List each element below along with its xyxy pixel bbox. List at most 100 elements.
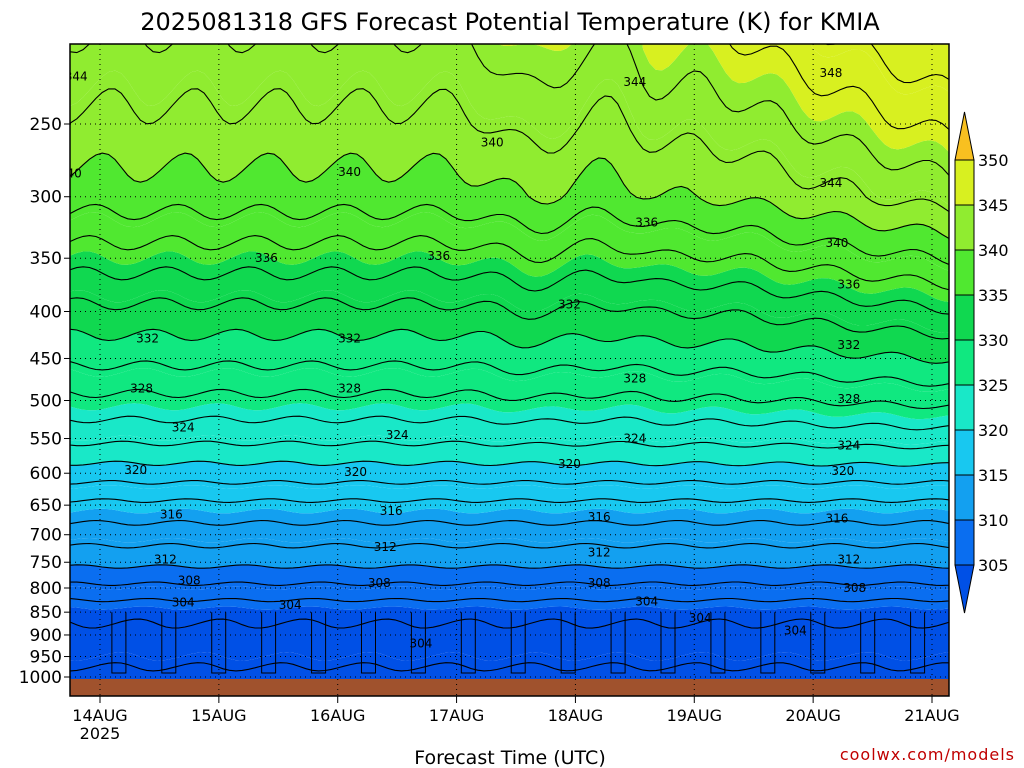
y-tick-label: 800 xyxy=(30,579,62,599)
contour-label: 340 xyxy=(338,165,361,179)
contour-line xyxy=(410,612,426,674)
ground-strip xyxy=(70,679,949,696)
x-tick-label: 17AUG xyxy=(429,706,484,725)
y-axis-ticks: 250 300 350 400 450 500 550 600 650 700 750 800 850 9… xyxy=(19,115,70,688)
y-tick-label: 650 xyxy=(30,496,62,516)
colorbar-swatch xyxy=(954,159,975,206)
credit-link[interactable]: coolwx.com/models xyxy=(840,745,1015,764)
contour-label: 340 xyxy=(825,236,848,250)
temperature-band xyxy=(497,44,949,153)
temperature-band xyxy=(70,153,949,271)
contour-label: 308 xyxy=(178,573,201,587)
temperature-band xyxy=(70,435,949,467)
colorbar-extend-min xyxy=(954,564,975,614)
y-tick-label: 250 xyxy=(30,115,62,135)
colorbar-label: 345 xyxy=(978,196,1009,215)
contour-line xyxy=(810,612,826,674)
contour-label: 304 xyxy=(409,637,432,651)
contour-label: 328 xyxy=(837,392,860,406)
contour-line xyxy=(70,203,949,265)
contour-line xyxy=(70,460,949,467)
contour-line xyxy=(70,415,949,431)
contour-line xyxy=(70,235,949,291)
contour-label: 316 xyxy=(380,504,403,518)
y-tick-label: 750 xyxy=(30,553,62,573)
temperature-band xyxy=(70,564,949,590)
contour-line xyxy=(70,618,949,629)
contour-line xyxy=(70,662,949,672)
colorbar-swatch xyxy=(954,204,975,251)
temperature-band xyxy=(70,329,949,392)
contour-line xyxy=(660,612,676,674)
contour-line xyxy=(961,612,975,673)
x-axis-label: Forecast Time (UTC) xyxy=(414,747,605,768)
contour-line xyxy=(211,612,227,674)
contour-line xyxy=(70,44,949,177)
contour-line xyxy=(70,152,949,239)
contour-label: 340 xyxy=(59,166,82,180)
y-tick-label: 300 xyxy=(30,188,62,208)
contour-label: 324 xyxy=(172,420,195,434)
contour-line xyxy=(261,612,277,674)
colorbar-swatch xyxy=(954,519,975,566)
contour-line xyxy=(70,597,949,603)
contour-label: 316 xyxy=(588,510,611,524)
temperature-band xyxy=(70,368,949,420)
contour-line xyxy=(70,328,949,364)
colorbar-swatch xyxy=(954,294,975,341)
contour-label: 316 xyxy=(160,507,183,521)
contour-line xyxy=(311,612,327,674)
contour-label: 336 xyxy=(255,251,278,265)
contour-label: 328 xyxy=(623,371,646,385)
temperature-band xyxy=(70,70,949,239)
contour-line xyxy=(860,612,876,674)
contour-line xyxy=(360,612,376,674)
contour-label: 332 xyxy=(558,297,581,311)
contour-label: 304 xyxy=(635,595,658,609)
contour-line xyxy=(910,612,926,674)
contour-label: 312 xyxy=(154,553,177,567)
temperature-band xyxy=(70,212,949,302)
contour-label: 320 xyxy=(124,463,147,477)
colorbar-label: 320 xyxy=(978,421,1009,440)
contour-label: 332 xyxy=(338,331,361,345)
contour-line xyxy=(111,612,127,674)
colorbar-swatch xyxy=(954,429,975,476)
x-tick-label: 15AUG xyxy=(191,706,246,725)
temperature-band xyxy=(70,606,949,661)
colorbar-extend-max xyxy=(954,111,975,161)
contour-label: 344 xyxy=(65,70,88,84)
contour-line xyxy=(560,612,576,674)
plot-frame xyxy=(69,43,950,697)
colorbar-swatch xyxy=(954,249,975,296)
colorbar-label: 305 xyxy=(978,556,1009,575)
contour-line xyxy=(729,44,949,131)
colorbar-label: 310 xyxy=(978,511,1009,530)
contour-line xyxy=(161,612,177,674)
x-tick-label: 18AUG xyxy=(548,706,603,725)
temperature-band xyxy=(70,251,949,333)
contour-line xyxy=(460,612,476,674)
y-tick-label: 350 xyxy=(30,249,62,269)
contour-label: 324 xyxy=(623,432,646,446)
y-tick-label: 400 xyxy=(30,302,62,322)
contour-label: 328 xyxy=(338,381,361,395)
contour-label: 320 xyxy=(344,465,367,479)
contour-label: 312 xyxy=(374,540,397,554)
contour-label: 304 xyxy=(279,598,302,612)
contour-line xyxy=(70,479,949,485)
y-tick-label: 450 xyxy=(30,349,62,369)
x-tick-label: 19AUG xyxy=(667,706,722,725)
contour-label: 304 xyxy=(689,611,712,625)
temperature-bands xyxy=(70,44,949,696)
contour-line xyxy=(70,440,949,450)
colorbar-label: 330 xyxy=(978,331,1009,350)
contour-label: 312 xyxy=(588,546,611,560)
y-tick-label: 600 xyxy=(30,464,62,484)
colorbar-label: 340 xyxy=(978,241,1009,260)
y-tick-label: 550 xyxy=(30,430,62,450)
temperature-band xyxy=(70,586,949,610)
colorbar-label: 325 xyxy=(978,376,1009,395)
